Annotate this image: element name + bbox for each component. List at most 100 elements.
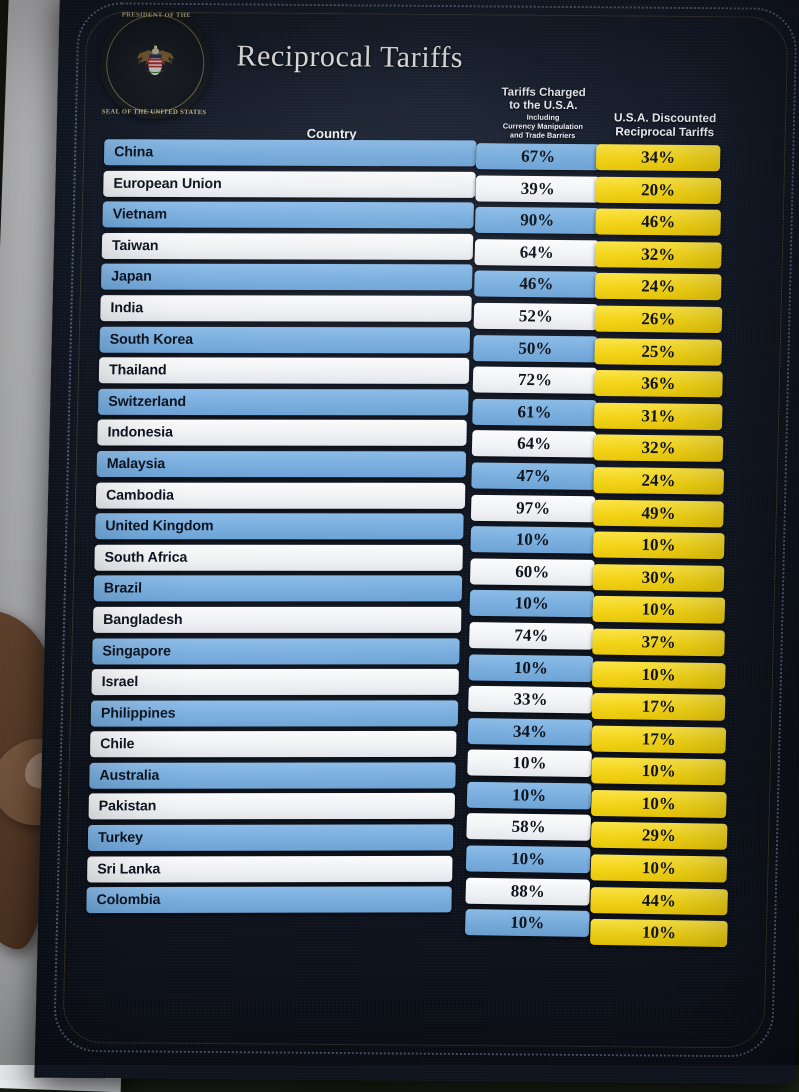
country-row: Philippines <box>90 700 458 726</box>
tariff-charged-cell: 64% <box>474 238 600 266</box>
country-label: Indonesia <box>107 424 174 441</box>
country-row: United Kingdom <box>95 513 465 540</box>
country-column: China European Union Vietnam Taiwan Japan Ind… <box>86 138 477 913</box>
country-row: Taiwan <box>101 232 474 260</box>
tariff-discounted-cell: 10% <box>590 789 727 818</box>
tariff-discounted-cell: 10% <box>590 854 728 883</box>
country-label: Cambodia <box>105 486 175 503</box>
tariff-discounted-cell: 32% <box>595 240 722 268</box>
presidential-seal-icon: PRESIDENT OF THE SEAL OF THE UNITED STAT… <box>98 8 212 120</box>
tariff-charged-cell: 47% <box>471 462 596 490</box>
tariff-board: PRESIDENT OF THE SEAL OF THE UNITED STAT… <box>34 0 799 1084</box>
country-row: India <box>100 295 472 322</box>
tariff-charged-cell: 50% <box>473 334 598 362</box>
tariff-charged-cell: 10% <box>468 653 594 682</box>
country-row: European Union <box>103 170 476 198</box>
tariff-discounted-cell: 36% <box>594 370 723 398</box>
tariff-charged-cell: 64% <box>471 430 597 458</box>
tariff-charged-cell: 39% <box>475 175 601 202</box>
tariff-charged-cell: 46% <box>474 270 599 298</box>
tariff-charged-cell: 33% <box>468 685 593 714</box>
tariff-charged-cell: 10% <box>467 749 592 777</box>
country-label: Pakistan <box>98 798 157 815</box>
country-label: Thailand <box>108 362 167 379</box>
tariff-discounted-cell: 17% <box>591 692 726 721</box>
tariff-charged-cell: 88% <box>465 877 591 905</box>
tariff-charged-cell: 58% <box>466 813 592 841</box>
tariff-discounted-cell: 25% <box>594 337 723 365</box>
tariff-charged-cell: 10% <box>466 781 592 809</box>
country-row: Colombia <box>86 886 452 913</box>
tariff-discounted-cell: 32% <box>593 434 724 462</box>
seal-bottom-text: SEAL OF THE UNITED STATES <box>101 108 207 117</box>
tariff-discounted-cell: 34% <box>595 144 721 171</box>
tariff-charged-cell: 10% <box>464 909 590 937</box>
country-label: Brazil <box>103 580 143 597</box>
country-row: Chile <box>90 731 457 758</box>
discounted-header-line2: Reciprocal Tariffs <box>615 124 715 140</box>
country-label: Sri Lanka <box>97 860 161 877</box>
country-row: South Korea <box>99 326 471 353</box>
tariff-discounted-cell: 10% <box>591 660 726 689</box>
country-label: European Union <box>113 175 222 192</box>
discounted-tariffs-column: 34% 20% 46% 32% 24% 26% 25% 36% 31% 32% 24% 49% 10% 3… <box>578 144 728 947</box>
tariff-discounted-cell: 10% <box>592 531 725 559</box>
tariff-charged-cell: 34% <box>467 717 593 746</box>
tariff-discounted-cell: 17% <box>591 725 727 753</box>
tariff-charged-cell: 61% <box>472 398 597 426</box>
tariff-discounted-cell: 20% <box>595 176 721 204</box>
country-row: Vietnam <box>102 201 475 229</box>
page-title: Reciprocal Tariffs <box>236 39 464 75</box>
tariff-discounted-cell: 10% <box>589 919 728 947</box>
country-label: United Kingdom <box>105 518 214 535</box>
country-label: Malaysia <box>106 455 166 472</box>
country-label: Chile <box>100 736 135 753</box>
tariff-discounted-cell: 49% <box>593 499 724 527</box>
tariff-charged-cell: 10% <box>469 590 595 618</box>
country-row: Pakistan <box>88 793 455 820</box>
eagle-icon <box>136 45 175 76</box>
tariff-charged-cell: 10% <box>465 845 591 873</box>
country-row: Singapore <box>92 637 460 664</box>
country-label: Vietnam <box>112 206 168 223</box>
tariff-discounted-cell: 31% <box>593 402 723 430</box>
tariff-discounted-cell: 30% <box>592 563 725 592</box>
tariff-charged-cell: 60% <box>469 558 595 586</box>
seal-top-text: PRESIDENT OF THE <box>121 11 192 20</box>
country-label: Bangladesh <box>103 611 183 628</box>
tariff-discounted-cell: 46% <box>595 208 722 236</box>
country-row: Turkey <box>87 824 454 851</box>
tariffs-charged-column: 67% 39% 90% 64% 46% 52% 50% 72% 61% 64% 47% 97% 10% 6… <box>458 143 601 937</box>
country-row: Malaysia <box>96 450 467 477</box>
charged-header-line1: Tariffs Charged <box>501 86 586 100</box>
country-label: China <box>114 144 154 161</box>
tariff-discounted-cell: 44% <box>590 886 728 915</box>
country-row: Japan <box>100 263 473 291</box>
tariff-discounted-cell: 10% <box>592 596 725 624</box>
country-row: Sri Lanka <box>87 855 453 882</box>
country-label: Australia <box>99 767 160 784</box>
country-label: Taiwan <box>111 237 159 254</box>
country-row: Cambodia <box>95 482 466 508</box>
tariff-discounted-cell: 37% <box>592 628 726 656</box>
country-row: Indonesia <box>97 419 468 446</box>
country-row: China <box>103 139 477 166</box>
country-row: Australia <box>89 762 456 789</box>
country-label: Turkey <box>97 829 143 846</box>
country-label: South Africa <box>104 549 188 566</box>
tariff-charged-cell: 72% <box>472 366 598 394</box>
discounted-column-header: U.S.A. Discounted Reciprocal Tariffs <box>585 110 746 140</box>
country-label: Japan <box>111 268 152 285</box>
tariff-charged-cell: 90% <box>474 206 600 234</box>
country-label: Israel <box>101 673 139 690</box>
tariff-charged-cell: 52% <box>473 302 599 330</box>
tariff-charged-cell: 97% <box>470 494 596 522</box>
country-row: Israel <box>91 668 459 695</box>
country-label: Colombia <box>96 892 161 909</box>
tariff-discounted-cell: 24% <box>594 273 722 301</box>
tariff-discounted-cell: 26% <box>594 305 723 333</box>
country-label: Switzerland <box>108 393 187 410</box>
tariff-charged-cell: 74% <box>469 622 594 650</box>
tariff-discounted-cell: 24% <box>593 466 724 495</box>
country-row: Brazil <box>93 575 462 602</box>
